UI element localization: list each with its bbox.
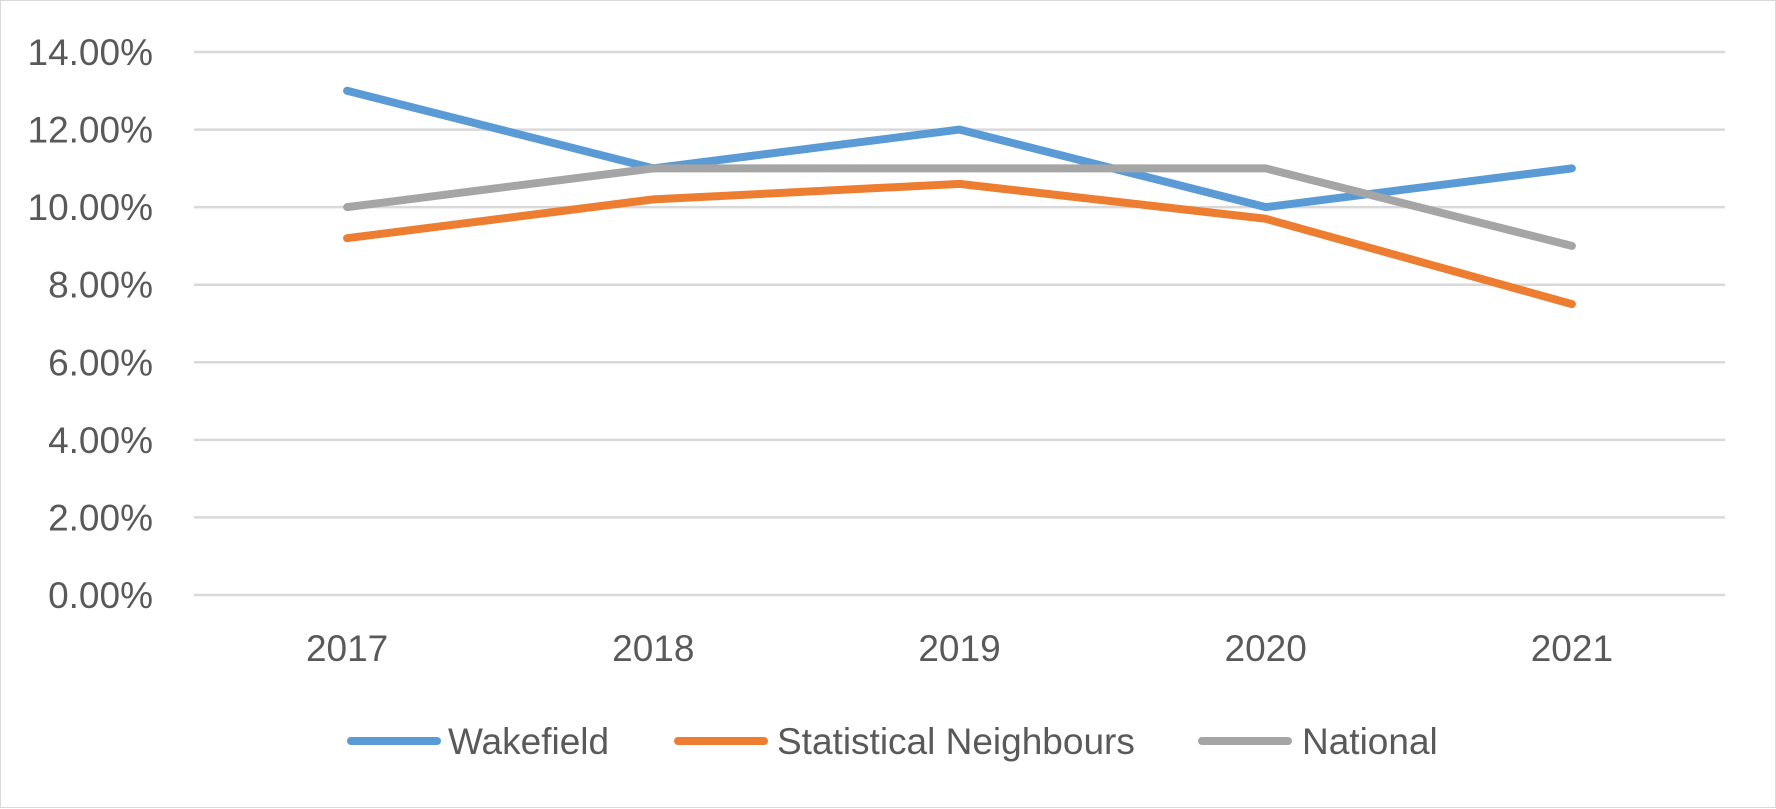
x-tick-label: 2017: [306, 628, 388, 669]
x-tick-label: 2021: [1531, 628, 1613, 669]
x-axis-tick-labels: 2017 2018 2019 2020 2021: [306, 628, 1613, 669]
gridlines: [194, 50, 1725, 597]
y-tick-label: 14.00%: [28, 32, 154, 73]
series-line: [343, 179, 1576, 309]
legend: Wakefield Statistical Neighbours National: [347, 721, 1438, 762]
y-tick-label: 8.00%: [48, 265, 153, 306]
legend-label: Statistical Neighbours: [777, 721, 1135, 762]
series-lines: [343, 86, 1576, 309]
y-tick-label: 12.00%: [28, 110, 154, 151]
legend-label: Wakefield: [448, 721, 609, 762]
y-tick-label: 10.00%: [28, 187, 154, 228]
y-axis-tick-labels: 0.00% 2.00% 4.00% 6.00% 8.00% 10.00% 12.00% 14.…: [28, 32, 154, 616]
y-tick-label: 6.00%: [48, 342, 153, 383]
y-tick-label: 4.00%: [48, 420, 153, 461]
x-tick-label: 2020: [1225, 628, 1307, 669]
series-line: [343, 86, 1576, 212]
series-line: [343, 164, 1576, 250]
y-tick-label: 2.00%: [48, 497, 153, 538]
x-tick-label: 2018: [612, 628, 694, 669]
x-tick-label: 2019: [918, 628, 1000, 669]
y-tick-label: 0.00%: [48, 575, 153, 616]
legend-label: National: [1302, 721, 1438, 762]
